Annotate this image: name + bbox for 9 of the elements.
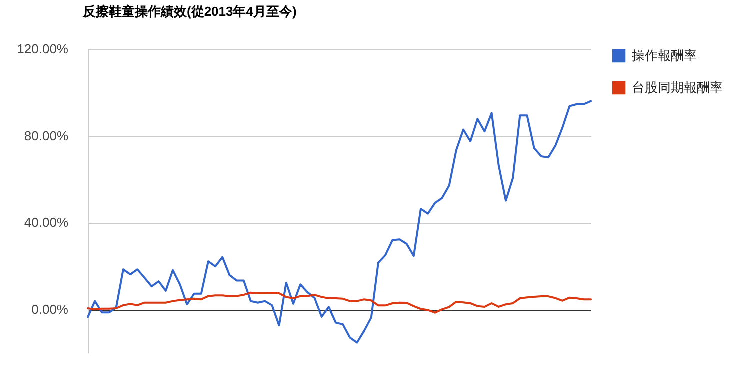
y-tick-label: 40.00% (24, 215, 69, 230)
line-series (87, 292, 592, 314)
chart-title: 反擦鞋童操作績效(從2013年4月至今) (82, 4, 297, 19)
legend-label: 操作報酬率 (632, 48, 697, 63)
line-series (87, 100, 592, 344)
y-tick-label: 0.00% (32, 302, 69, 318)
legend-label: 台股同期報酬率 (632, 80, 723, 95)
y-tick-label: 80.00% (24, 128, 69, 144)
y-tick-label: 120.00% (17, 42, 69, 56)
